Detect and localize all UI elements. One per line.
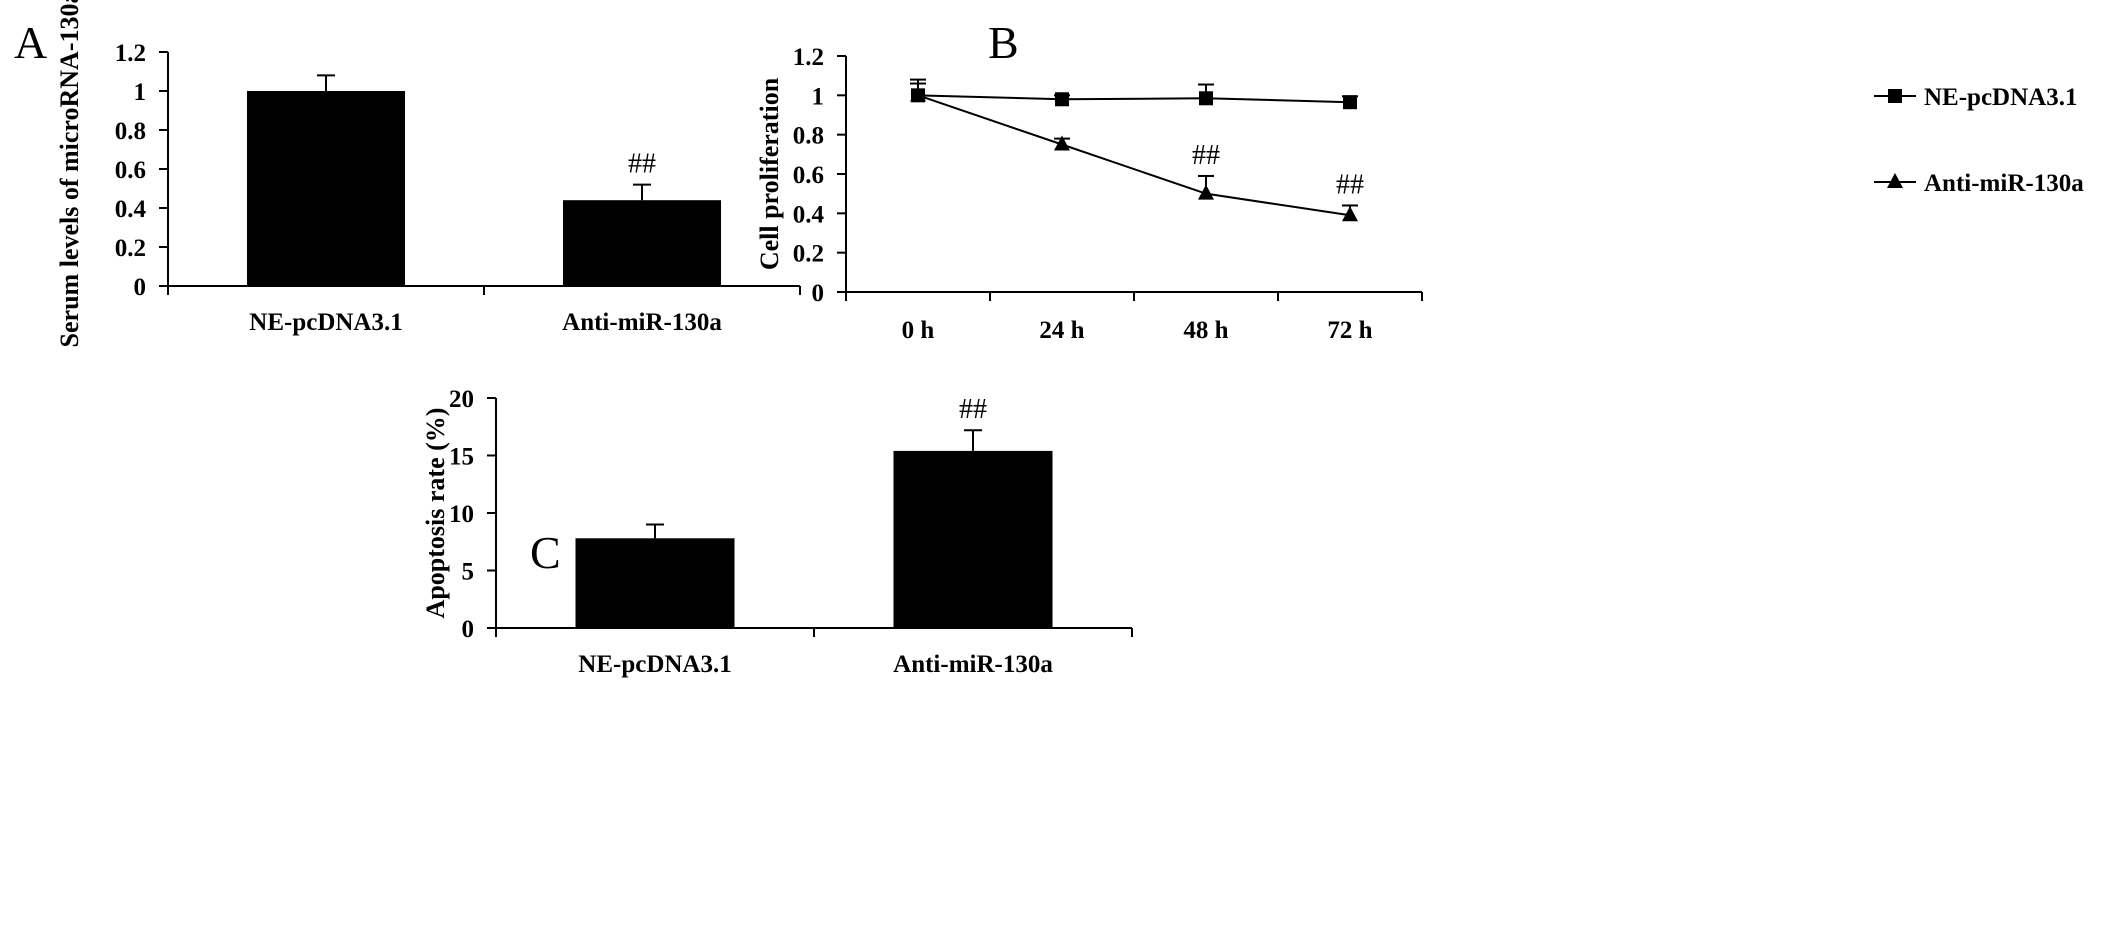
legend-marker-square bbox=[1888, 89, 1902, 103]
y-tick-label: 0.4 bbox=[115, 196, 147, 223]
panel-a: A Serum levels of microRNA-130a 0 0.2 0.4 0… bbox=[14, 0, 801, 347]
bar bbox=[893, 450, 1053, 628]
significance-label: ## bbox=[959, 394, 987, 425]
significance-label: ## bbox=[1336, 169, 1364, 200]
y-axis-title: Serum levels of microRNA-130a bbox=[55, 0, 84, 347]
y-tick-label: 1.2 bbox=[115, 40, 146, 67]
panel-letter-b: B bbox=[988, 17, 1019, 68]
x-tick-label: 24 h bbox=[1039, 317, 1084, 344]
y-tick-label: 0.6 bbox=[793, 162, 824, 189]
data-point bbox=[1343, 95, 1357, 110]
x-tick-label: 48 h bbox=[1183, 317, 1228, 344]
series-line bbox=[917, 94, 1351, 217]
x-tick-label: 0 h bbox=[902, 317, 935, 344]
y-tick-label: 10 bbox=[449, 501, 474, 528]
y-tick-label: 0 bbox=[134, 274, 147, 301]
bar bbox=[563, 200, 721, 286]
series-line bbox=[917, 94, 1351, 104]
bar bbox=[575, 538, 735, 628]
panel-letter-a: A bbox=[14, 17, 47, 68]
y-tick-label: 15 bbox=[449, 444, 474, 471]
data-point bbox=[1054, 135, 1070, 151]
data-point bbox=[1199, 91, 1213, 106]
y-tick-label: 0.8 bbox=[115, 118, 146, 145]
legend: NE-pcDNA3.1 Anti-miR-130a bbox=[1874, 84, 2084, 197]
y-tick-label: 0 bbox=[812, 280, 825, 307]
y-axis-title: Apoptosis rate (%) bbox=[421, 408, 450, 619]
y-tick-label: 0.8 bbox=[793, 123, 824, 150]
significance-label: ## bbox=[1192, 140, 1220, 171]
data-point bbox=[910, 86, 926, 102]
y-tick-label: 0.4 bbox=[793, 201, 825, 228]
panel-c: C Apoptosis rate (%) 0 5 10 15 20 NE-pcDNA3.1… bbox=[421, 386, 1133, 678]
y-tick-label: 0 bbox=[462, 616, 475, 643]
y-tick-label: 20 bbox=[449, 386, 474, 413]
legend-entry-label: NE-pcDNA3.1 bbox=[1924, 84, 2077, 111]
y-tick-label: 5 bbox=[462, 559, 475, 586]
y-tick-label: 1 bbox=[812, 83, 825, 110]
bar bbox=[247, 91, 405, 286]
y-tick-label: 1.2 bbox=[793, 44, 824, 71]
y-tick-label: 0.6 bbox=[115, 157, 146, 184]
x-tick-label: Anti-miR-130a bbox=[893, 651, 1053, 678]
data-point bbox=[1198, 184, 1214, 200]
y-tick-label: 0.2 bbox=[115, 235, 146, 262]
legend-entry-label: Anti-miR-130a bbox=[1924, 170, 2084, 197]
panel-b: B Cell proliferation NE-pcDNA3.1 Anti-miR… bbox=[755, 17, 2084, 344]
x-tick-label: NE-pcDNA3.1 bbox=[578, 651, 731, 678]
data-point bbox=[1342, 206, 1358, 222]
data-point bbox=[1055, 92, 1069, 107]
legend-marker-triangle bbox=[1887, 173, 1903, 188]
x-tick-label: 72 h bbox=[1327, 317, 1372, 344]
panel-letter-c: C bbox=[530, 527, 561, 578]
significance-label: ## bbox=[628, 149, 656, 180]
y-tick-label: 1 bbox=[134, 79, 147, 106]
x-tick-label: NE-pcDNA3.1 bbox=[249, 309, 402, 336]
y-tick-label: 0.2 bbox=[793, 241, 824, 268]
y-axis-title: Cell proliferation bbox=[755, 77, 784, 270]
x-tick-label: Anti-miR-130a bbox=[562, 309, 722, 336]
